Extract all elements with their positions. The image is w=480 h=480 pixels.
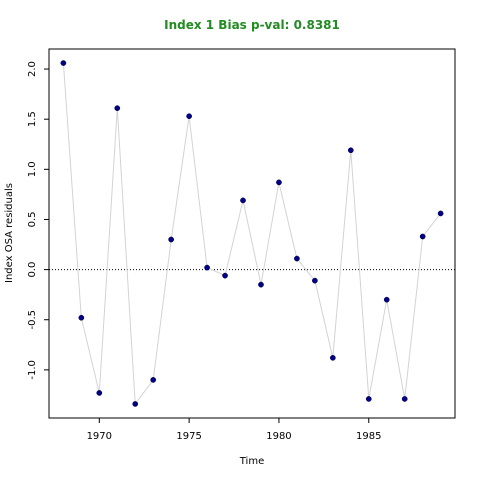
x-tick-label: 1985 — [356, 431, 381, 442]
y-tick-label: 0.5 — [27, 212, 38, 228]
y-tick-label: 0.0 — [27, 262, 38, 278]
data-point — [258, 281, 264, 288]
x-tick-label: 1980 — [266, 431, 291, 442]
y-tick-label: 1.0 — [27, 161, 38, 177]
data-point — [437, 210, 444, 217]
data-point — [419, 233, 426, 240]
data-point — [401, 396, 408, 402]
data-point — [96, 390, 103, 396]
data-point — [132, 401, 139, 407]
chart-title: Index 1 Bias p-val: 0.8381 — [164, 18, 340, 32]
data-point — [204, 264, 210, 271]
axes: 1970 1975 1980 1985 -1.0 -0.5 0.0 0.5 1.0 1.5 2.0 — [27, 48, 456, 442]
series-line — [62, 62, 441, 406]
plot-frame — [48, 48, 456, 419]
x-tick-label: 1975 — [176, 431, 201, 442]
data-point — [365, 396, 372, 402]
data-point — [276, 179, 282, 186]
data-point — [60, 60, 67, 66]
x-axis-label: Time — [239, 456, 264, 467]
data-point — [383, 296, 390, 303]
data-point — [347, 147, 354, 154]
y-axis-label: Index OSA residuals — [4, 183, 15, 283]
y-tick-label: 2.0 — [27, 61, 38, 77]
data-point — [240, 197, 246, 204]
data-point — [150, 377, 157, 383]
y-tick-label: 1.5 — [27, 111, 38, 127]
data-point — [114, 105, 121, 112]
data-point — [186, 113, 192, 120]
data-point — [329, 354, 336, 361]
data-point — [294, 255, 300, 262]
y-tick-label: -0.5 — [27, 310, 38, 330]
y-tick-label: -1.0 — [27, 360, 38, 380]
data-point — [312, 277, 318, 284]
data-point — [222, 272, 228, 279]
data-point — [78, 314, 85, 321]
x-tick-label: 1970 — [87, 431, 112, 442]
data-point — [168, 236, 175, 243]
plot-area — [49, 60, 455, 407]
